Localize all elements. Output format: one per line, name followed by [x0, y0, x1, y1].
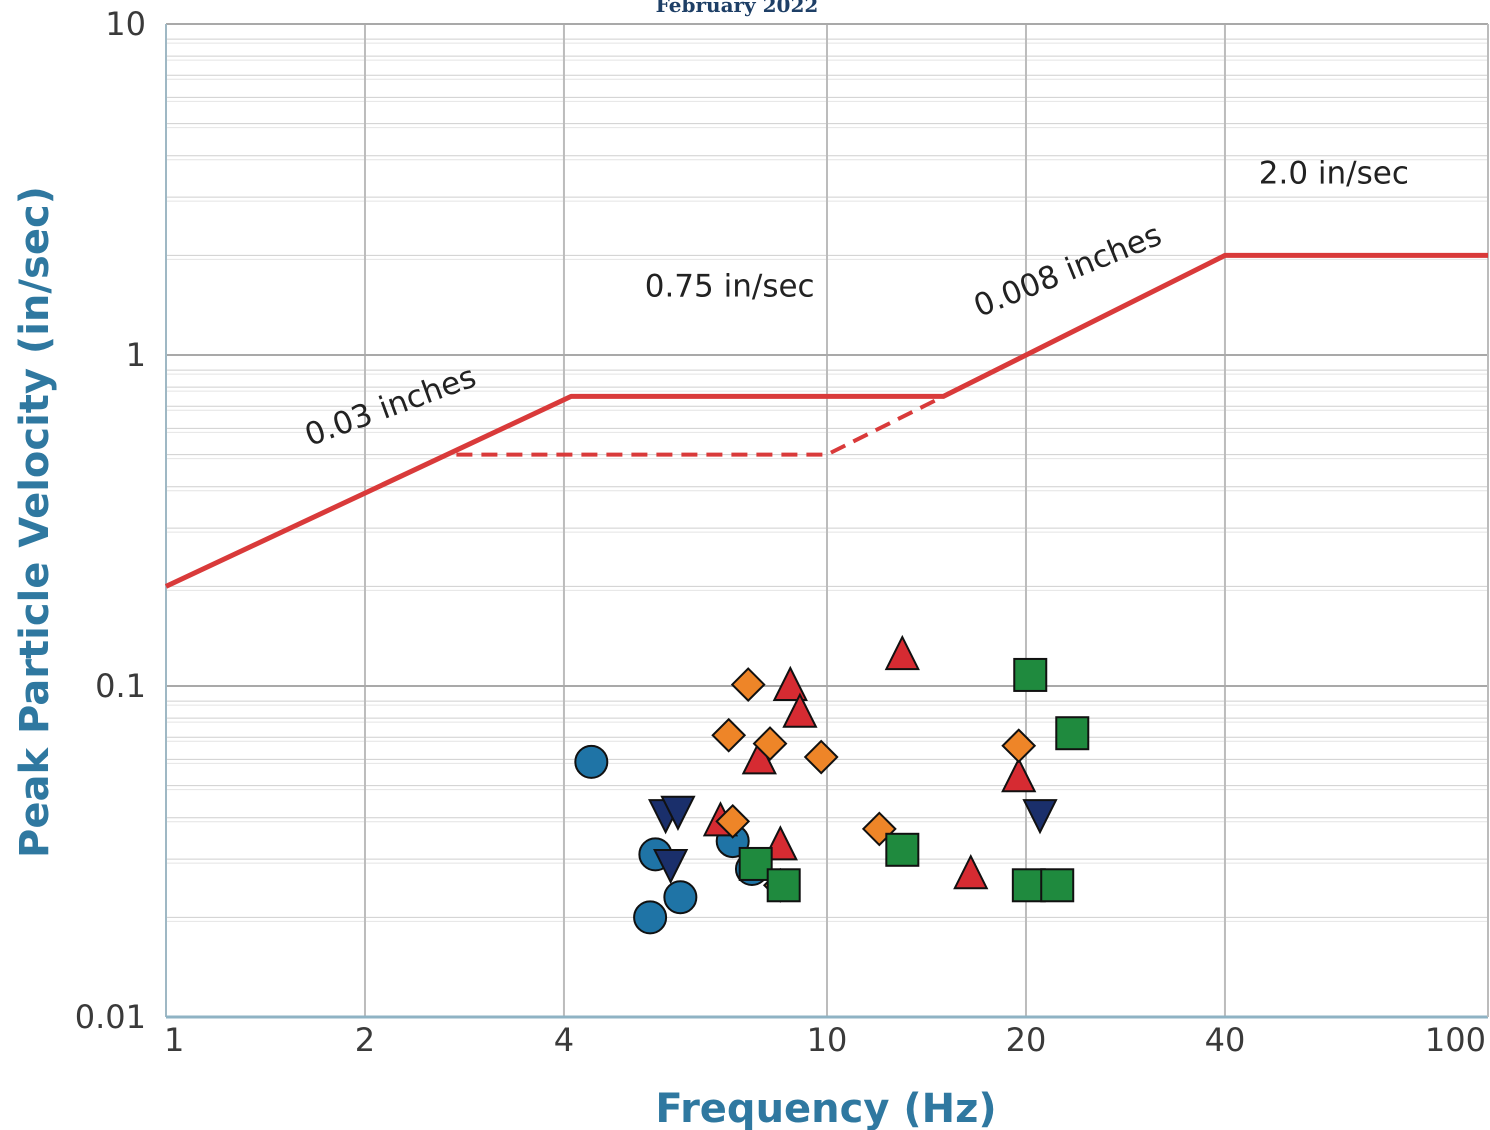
x-tick-label: 20	[1006, 1021, 1047, 1059]
circle-marker	[663, 880, 698, 915]
x-tick-label: 100	[1425, 1021, 1486, 1059]
square-marker	[738, 846, 773, 881]
circle-marker	[574, 744, 609, 779]
square-marker	[1040, 868, 1075, 903]
x-tick-label: 10	[807, 1021, 848, 1059]
limit-annotation: 0.008 inches	[969, 217, 1167, 325]
tick-labels: 1 2 4 10 20 40 100 10 1 0.1 0.01	[75, 5, 1486, 1059]
diamond-marker	[1001, 728, 1037, 764]
diamond-marker	[715, 803, 751, 839]
diamond-marker	[711, 717, 747, 753]
square-marker	[1055, 716, 1090, 751]
chart-title: February 2022	[656, 0, 819, 17]
square-marker	[766, 868, 801, 903]
triangle-up-marker	[884, 634, 920, 671]
data-markers	[574, 634, 1090, 935]
diamond-marker	[803, 739, 839, 775]
triangle-down-marker	[660, 795, 696, 831]
x-tick-label: 4	[554, 1021, 574, 1059]
y-tick-label: 10	[105, 5, 146, 43]
circle-marker	[633, 900, 668, 935]
y-axis-label: Peak Particle Velocity (in/sec)	[12, 186, 58, 858]
x-tick-label: 2	[355, 1021, 375, 1059]
x-tick-label: 40	[1205, 1021, 1246, 1059]
limit-annotation: 2.0 in/sec	[1259, 155, 1409, 191]
y-tick-label: 0.01	[75, 998, 146, 1036]
y-tick-label: 1	[126, 336, 146, 374]
y-tick-label: 0.1	[95, 667, 146, 705]
triangle-down-marker	[1022, 799, 1058, 835]
axes	[165, 24, 1489, 1019]
limit-lines	[164, 252, 1488, 589]
limit-annotation: 0.75 in/sec	[645, 269, 815, 305]
square-marker	[1013, 657, 1048, 692]
triangle-up-marker	[1001, 757, 1037, 793]
diamond-marker	[730, 667, 766, 702]
x-axis-label: Frequency (Hz)	[655, 1086, 996, 1130]
triangle-up-marker	[782, 692, 818, 728]
square-marker	[885, 832, 920, 867]
x-tick-label: 1	[164, 1021, 184, 1059]
triangle-up-marker	[953, 853, 989, 890]
diamond-marker	[752, 726, 788, 761]
triangle-down-marker	[653, 848, 689, 885]
triangle-up-marker	[772, 665, 808, 701]
limit-line-dashed	[456, 394, 945, 457]
square-marker	[1011, 868, 1046, 903]
